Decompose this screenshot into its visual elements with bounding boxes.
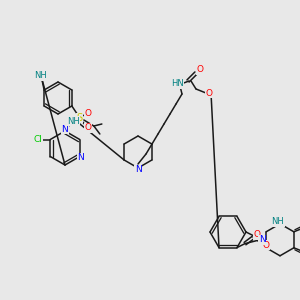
Text: Cl: Cl (34, 135, 43, 144)
Text: O: O (84, 110, 92, 118)
Text: NH: NH (272, 217, 284, 226)
Text: N: N (259, 235, 266, 244)
Text: N: N (135, 166, 141, 175)
Text: O: O (206, 88, 212, 98)
Text: O: O (196, 65, 203, 74)
Text: O: O (84, 124, 92, 133)
Text: N: N (77, 153, 84, 162)
Text: HN: HN (171, 80, 183, 88)
Text: O: O (262, 241, 269, 250)
Text: S: S (77, 113, 83, 123)
Text: O: O (254, 230, 260, 239)
Text: NH: NH (34, 71, 46, 80)
Text: N: N (61, 124, 68, 134)
Text: NH: NH (67, 116, 80, 125)
